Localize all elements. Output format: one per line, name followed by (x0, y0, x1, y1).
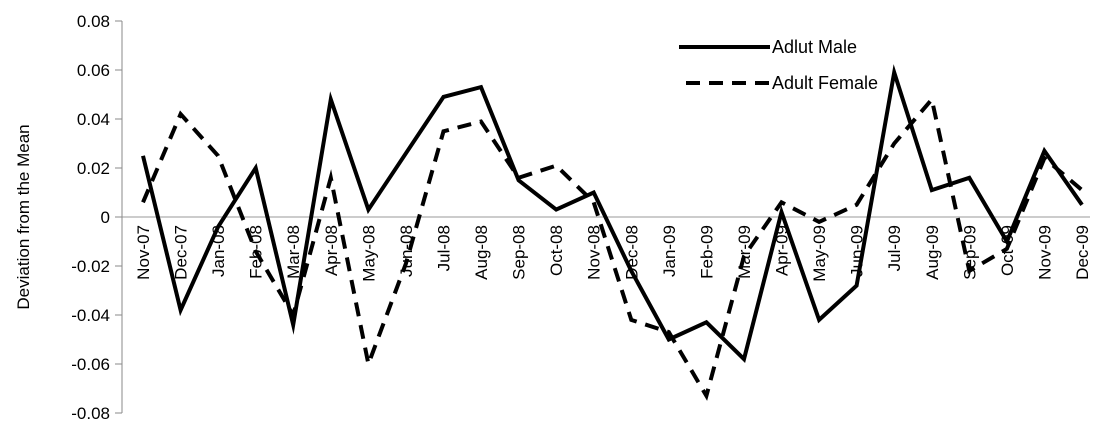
x-tick-label: Mar-08 (284, 225, 303, 279)
x-tick-label: Jan-08 (209, 225, 228, 277)
axis-layer (115, 20, 123, 414)
x-tick-label: Nov-08 (585, 225, 604, 280)
x-tick-label: Jul-08 (434, 225, 453, 271)
x-tick-label: Apr-09 (773, 225, 792, 276)
x-tick-label: Oct-08 (547, 225, 566, 276)
series-line-1 (141, 95, 1084, 401)
y-tick-label: -0.06 (71, 355, 110, 374)
y-tick-label: 0 (101, 208, 110, 227)
x-tick-label: Jan-09 (660, 225, 679, 277)
legend: Adlut Male Adult Female (679, 37, 878, 93)
y-tick-labels: 0.08 0.06 0.04 0.02 0 -0.02 -0.04 -0.06 -0.08 (71, 12, 110, 423)
x-tick-label: Nov-09 (1035, 225, 1054, 280)
series-line-0 (141, 64, 1084, 363)
x-tick-label: Aug-09 (923, 225, 942, 280)
y-axis-title: Deviation from the Mean (14, 124, 33, 309)
y-tick-label: 0.08 (77, 12, 110, 31)
y-tick-label: -0.08 (71, 404, 110, 423)
x-tick-label: Dec-07 (172, 225, 191, 280)
y-tick-label: -0.04 (71, 306, 110, 325)
x-tick-label: Jun-08 (397, 225, 416, 277)
x-tick-label: Mar-09 (735, 225, 754, 279)
x-tick-label: Aug-08 (472, 225, 491, 280)
x-tick-label: Sep-08 (510, 225, 529, 280)
x-tick-label: Feb-09 (697, 225, 716, 279)
y-tick-label: 0.02 (77, 159, 110, 178)
legend-label: Adlut Male (772, 37, 857, 57)
legend-label: Adult Female (772, 73, 878, 93)
series-layer (141, 64, 1084, 401)
y-tick-label: -0.02 (71, 257, 110, 276)
x-tick-label: Jul-09 (885, 225, 904, 271)
x-tick-label: May-09 (810, 225, 829, 282)
x-tick-label: May-08 (359, 225, 378, 282)
y-tick-label: 0.06 (77, 61, 110, 80)
x-tick-label: Sep-09 (960, 225, 979, 280)
x-tick-label: Dec-09 (1073, 225, 1092, 280)
x-tick-label: Nov-07 (134, 225, 153, 280)
x-tick-label: Apr-08 (322, 225, 341, 276)
y-tick-label: 0.04 (77, 110, 110, 129)
